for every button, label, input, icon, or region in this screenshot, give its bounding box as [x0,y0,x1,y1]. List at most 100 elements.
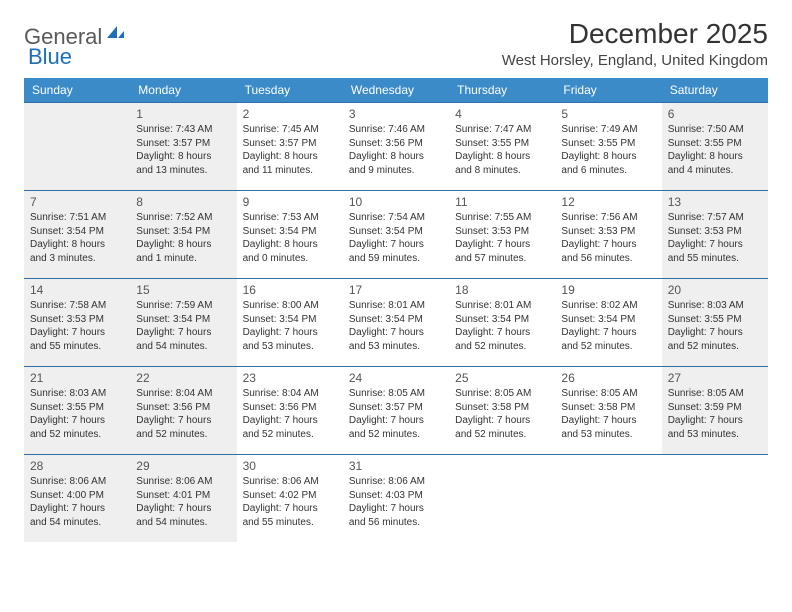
sunrise-text: Sunrise: 7:50 AM [668,123,762,137]
sunrise-text: Sunrise: 7:46 AM [349,123,443,137]
day-number: 27 [668,370,762,386]
sunrise-text: Sunrise: 8:03 AM [30,387,124,401]
sunset-text: Sunset: 3:56 PM [136,401,230,415]
month-title: December 2025 [502,18,768,50]
daylight-text: Daylight: 7 hours and 53 minutes. [561,414,655,441]
sunrise-text: Sunrise: 8:06 AM [136,475,230,489]
daylight-text: Daylight: 8 hours and 9 minutes. [349,150,443,177]
day-cell: 20Sunrise: 8:03 AMSunset: 3:55 PMDayligh… [662,278,768,366]
day-cell: 18Sunrise: 8:01 AMSunset: 3:54 PMDayligh… [449,278,555,366]
sunset-text: Sunset: 3:56 PM [243,401,337,415]
sunrise-text: Sunrise: 8:01 AM [455,299,549,313]
sunrise-text: Sunrise: 7:58 AM [30,299,124,313]
sunset-text: Sunset: 3:57 PM [349,401,443,415]
day-cell: 10Sunrise: 7:54 AMSunset: 3:54 PMDayligh… [343,190,449,278]
day-number: 10 [349,194,443,210]
sunset-text: Sunset: 3:54 PM [561,313,655,327]
sunset-text: Sunset: 3:54 PM [243,225,337,239]
day-number: 15 [136,282,230,298]
day-cell: 24Sunrise: 8:05 AMSunset: 3:57 PMDayligh… [343,366,449,454]
day-cell: 28Sunrise: 8:06 AMSunset: 4:00 PMDayligh… [24,454,130,542]
logo-text-blue: Blue [28,44,72,70]
day-number: 3 [349,106,443,122]
sunset-text: Sunset: 3:53 PM [30,313,124,327]
day-cell: 8Sunrise: 7:52 AMSunset: 3:54 PMDaylight… [130,190,236,278]
day-cell: 16Sunrise: 8:00 AMSunset: 3:54 PMDayligh… [237,278,343,366]
sunset-text: Sunset: 4:02 PM [243,489,337,503]
day-number: 2 [243,106,337,122]
sunset-text: Sunset: 3:55 PM [30,401,124,415]
sunset-text: Sunset: 3:54 PM [30,225,124,239]
sunrise-text: Sunrise: 8:00 AM [243,299,337,313]
sunset-text: Sunset: 3:55 PM [561,137,655,151]
day-number: 21 [30,370,124,386]
sunset-text: Sunset: 4:00 PM [30,489,124,503]
sunrise-text: Sunrise: 8:06 AM [349,475,443,489]
day-cell: 9Sunrise: 7:53 AMSunset: 3:54 PMDaylight… [237,190,343,278]
day-cell [555,454,661,542]
day-cell: 26Sunrise: 8:05 AMSunset: 3:58 PMDayligh… [555,366,661,454]
day-cell [662,454,768,542]
sunrise-text: Sunrise: 7:57 AM [668,211,762,225]
day-cell: 17Sunrise: 8:01 AMSunset: 3:54 PMDayligh… [343,278,449,366]
day-cell: 27Sunrise: 8:05 AMSunset: 3:59 PMDayligh… [662,366,768,454]
daylight-text: Daylight: 7 hours and 52 minutes. [349,414,443,441]
day-number: 30 [243,458,337,474]
day-header: Monday [130,78,236,102]
sunrise-text: Sunrise: 8:01 AM [349,299,443,313]
daylight-text: Daylight: 8 hours and 6 minutes. [561,150,655,177]
day-cell: 15Sunrise: 7:59 AMSunset: 3:54 PMDayligh… [130,278,236,366]
sunrise-text: Sunrise: 7:54 AM [349,211,443,225]
sunrise-text: Sunrise: 7:52 AM [136,211,230,225]
day-header: Wednesday [343,78,449,102]
day-number: 24 [349,370,443,386]
day-number: 8 [136,194,230,210]
sunset-text: Sunset: 3:54 PM [243,313,337,327]
sunrise-text: Sunrise: 7:43 AM [136,123,230,137]
sunset-text: Sunset: 3:56 PM [349,137,443,151]
day-cell: 12Sunrise: 7:56 AMSunset: 3:53 PMDayligh… [555,190,661,278]
daylight-text: Daylight: 8 hours and 3 minutes. [30,238,124,265]
sunset-text: Sunset: 3:54 PM [349,313,443,327]
daylight-text: Daylight: 8 hours and 4 minutes. [668,150,762,177]
day-cell: 29Sunrise: 8:06 AMSunset: 4:01 PMDayligh… [130,454,236,542]
sunset-text: Sunset: 3:55 PM [668,137,762,151]
sunrise-text: Sunrise: 8:04 AM [243,387,337,401]
day-cell: 4Sunrise: 7:47 AMSunset: 3:55 PMDaylight… [449,102,555,190]
sunset-text: Sunset: 3:58 PM [561,401,655,415]
sunset-text: Sunset: 4:01 PM [136,489,230,503]
day-number: 1 [136,106,230,122]
day-number: 17 [349,282,443,298]
day-number: 22 [136,370,230,386]
day-cell: 19Sunrise: 8:02 AMSunset: 3:54 PMDayligh… [555,278,661,366]
logo-sail-icon [105,24,125,40]
sunset-text: Sunset: 3:53 PM [455,225,549,239]
daylight-text: Daylight: 7 hours and 57 minutes. [455,238,549,265]
day-cell: 30Sunrise: 8:06 AMSunset: 4:02 PMDayligh… [237,454,343,542]
daylight-text: Daylight: 7 hours and 55 minutes. [243,502,337,529]
day-header: Thursday [449,78,555,102]
day-number: 23 [243,370,337,386]
location-text: West Horsley, England, United Kingdom [502,52,768,69]
day-cell: 23Sunrise: 8:04 AMSunset: 3:56 PMDayligh… [237,366,343,454]
calendar-grid: SundayMondayTuesdayWednesdayThursdayFrid… [24,77,768,542]
day-header: Tuesday [237,78,343,102]
daylight-text: Daylight: 7 hours and 52 minutes. [561,326,655,353]
day-number: 28 [30,458,124,474]
sunset-text: Sunset: 3:54 PM [136,225,230,239]
day-cell [24,102,130,190]
day-number: 31 [349,458,443,474]
day-number: 11 [455,194,549,210]
sunset-text: Sunset: 3:57 PM [136,137,230,151]
daylight-text: Daylight: 7 hours and 52 minutes. [136,414,230,441]
sunset-text: Sunset: 4:03 PM [349,489,443,503]
day-cell: 13Sunrise: 7:57 AMSunset: 3:53 PMDayligh… [662,190,768,278]
daylight-text: Daylight: 7 hours and 54 minutes. [136,502,230,529]
day-number: 20 [668,282,762,298]
daylight-text: Daylight: 7 hours and 52 minutes. [455,326,549,353]
daylight-text: Daylight: 7 hours and 56 minutes. [561,238,655,265]
sunrise-text: Sunrise: 8:05 AM [561,387,655,401]
sunrise-text: Sunrise: 7:53 AM [243,211,337,225]
header: General December 2025 West Horsley, Engl… [24,18,768,69]
day-cell: 3Sunrise: 7:46 AMSunset: 3:56 PMDaylight… [343,102,449,190]
